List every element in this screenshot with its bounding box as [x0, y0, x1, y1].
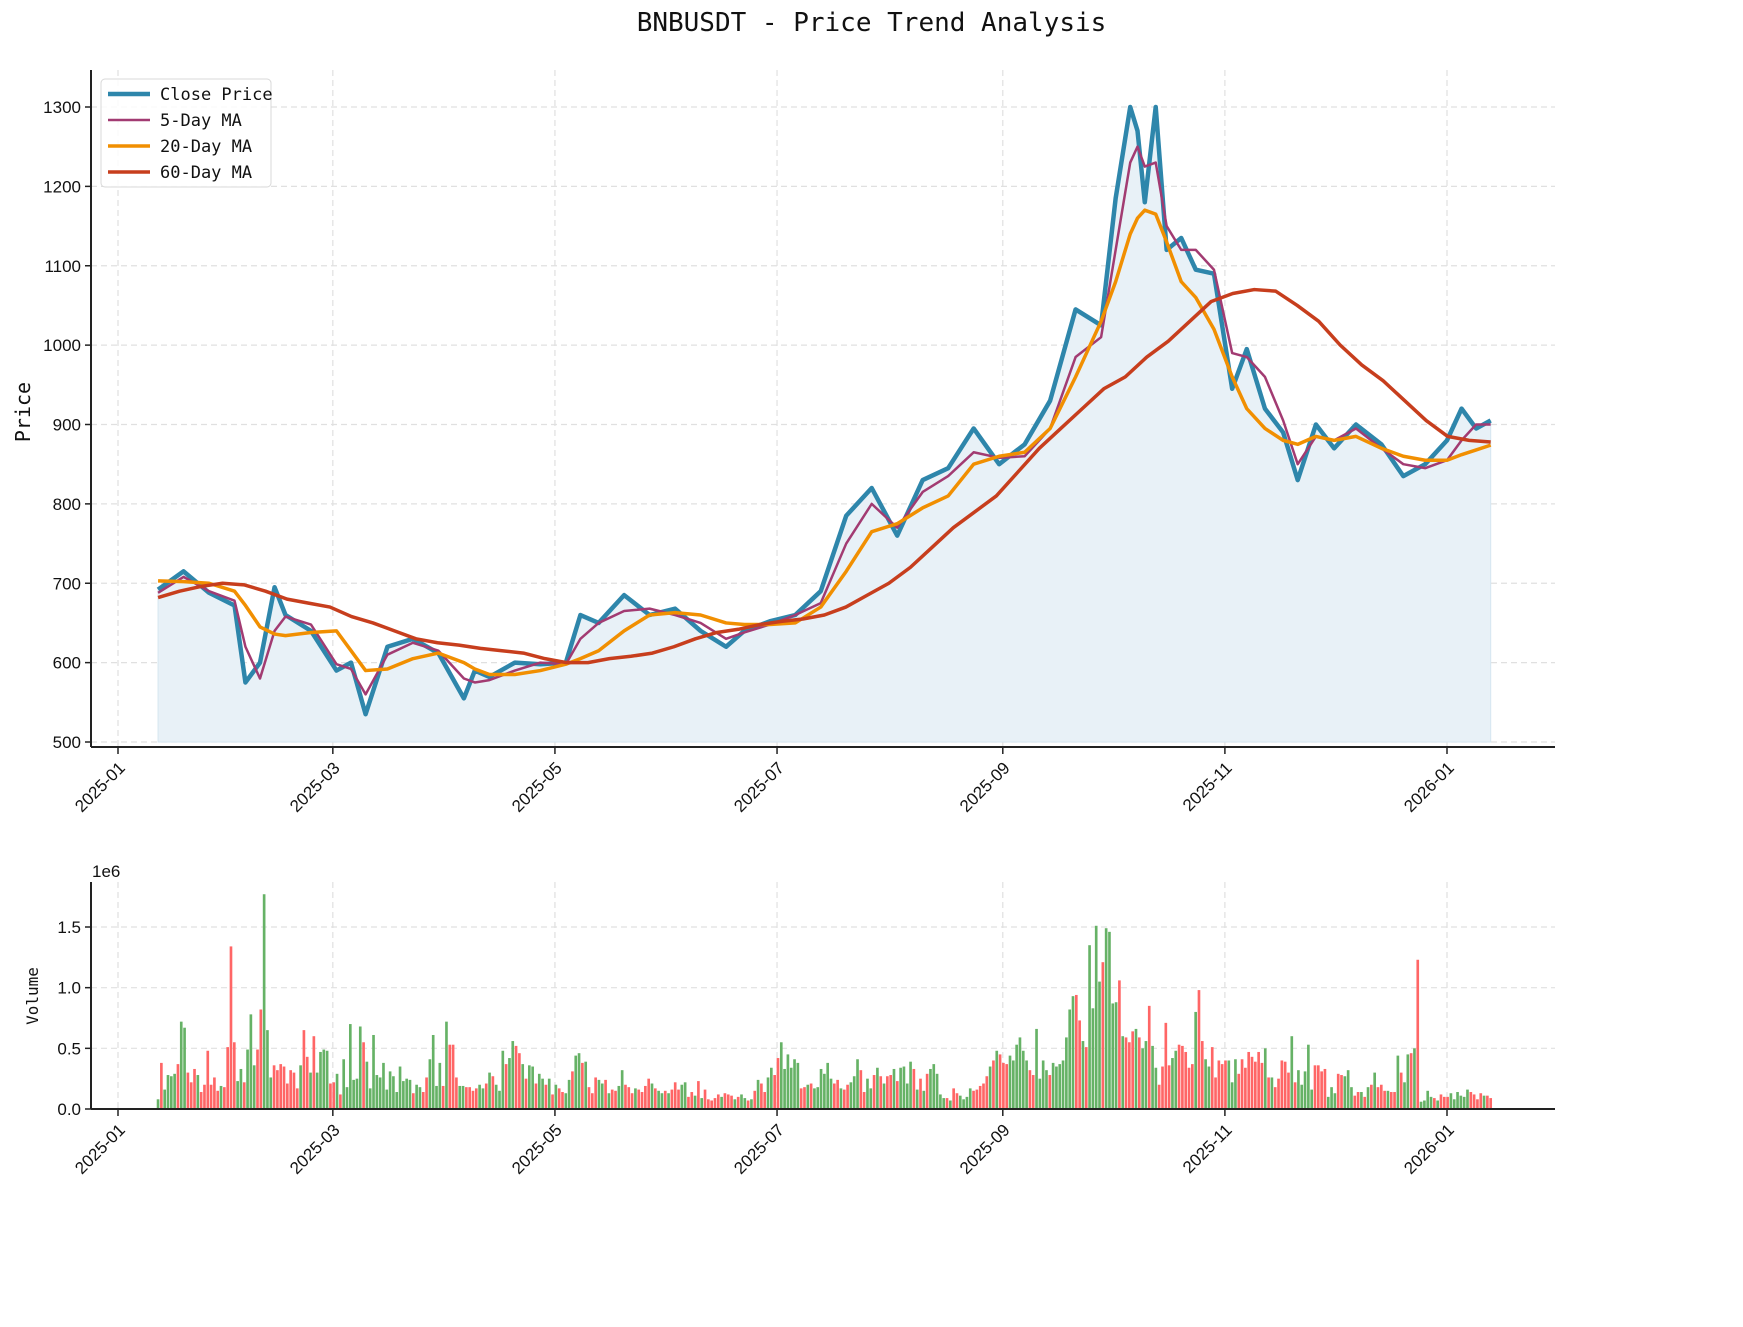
- svg-text:0.5: 0.5: [57, 1039, 81, 1058]
- svg-text:1.0: 1.0: [57, 979, 81, 998]
- svg-text:2025-03: 2025-03: [286, 1120, 344, 1178]
- svg-text:2025-01: 2025-01: [71, 1120, 129, 1178]
- svg-text:2025-11: 2025-11: [1179, 1120, 1236, 1177]
- svg-text:2025-05: 2025-05: [508, 758, 566, 816]
- svg-text:1300: 1300: [43, 98, 81, 117]
- svg-text:2025-07: 2025-07: [730, 758, 788, 816]
- price-series-lines: [156, 104, 1492, 717]
- legend: Close Price 5-Day MA 20-Day MA 60-Day MA: [100, 78, 273, 188]
- svg-text:1e6: 1e6: [92, 862, 120, 881]
- svg-text:800: 800: [53, 495, 81, 514]
- chart-title: BNBUSDT - Price Trend Analysis: [636, 8, 1107, 38]
- volume-axes: 0.0 0.5 1.0 1.5 1e6 2025-01 2025-03 2025-05 2025…: [23, 862, 1555, 1178]
- svg-text:Close Price: Close Price: [160, 85, 273, 105]
- svg-text:2025-11: 2025-11: [1179, 758, 1236, 815]
- svg-text:2025-09: 2025-09: [956, 758, 1014, 816]
- series-2: [157, 208, 1492, 677]
- series-1: [157, 145, 1491, 696]
- svg-text:1200: 1200: [43, 177, 81, 196]
- svg-text:2025-09: 2025-09: [956, 1120, 1014, 1178]
- svg-text:600: 600: [53, 654, 81, 673]
- volume-gridlines: [91, 882, 1555, 1109]
- svg-text:500: 500: [53, 733, 81, 752]
- svg-text:0.0: 0.0: [57, 1100, 81, 1119]
- svg-text:2025-05: 2025-05: [508, 1120, 566, 1178]
- svg-text:60-Day MA: 60-Day MA: [160, 163, 252, 183]
- svg-text:20-Day MA: 20-Day MA: [160, 137, 252, 157]
- svg-text:2025-07: 2025-07: [730, 1120, 788, 1178]
- series-3: [157, 287, 1491, 665]
- svg-text:2025-03: 2025-03: [286, 758, 344, 816]
- svg-text:1.5: 1.5: [57, 918, 81, 937]
- svg-text:5-Day MA: 5-Day MA: [160, 111, 242, 131]
- volume-bars: [156, 894, 1493, 1109]
- svg-text:2026-01: 2026-01: [1400, 758, 1458, 816]
- svg-text:900: 900: [53, 416, 81, 435]
- svg-text:1100: 1100: [44, 257, 81, 276]
- svg-text:Volume: Volume: [23, 967, 42, 1025]
- svg-text:Price: Price: [11, 382, 35, 442]
- svg-text:2025-01: 2025-01: [71, 758, 129, 816]
- svg-text:2026-01: 2026-01: [1400, 1120, 1458, 1178]
- series-0: [156, 104, 1492, 717]
- svg-text:700: 700: [53, 574, 81, 593]
- svg-text:1000: 1000: [43, 336, 81, 355]
